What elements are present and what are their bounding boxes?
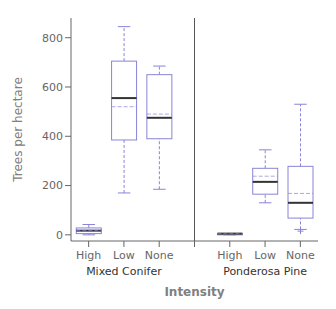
svg-text:High: High bbox=[217, 249, 242, 262]
svg-text:200: 200 bbox=[42, 179, 63, 192]
svg-text:800: 800 bbox=[42, 32, 63, 45]
svg-text:400: 400 bbox=[42, 130, 63, 143]
svg-text:600: 600 bbox=[42, 81, 63, 94]
svg-text:None: None bbox=[145, 249, 174, 262]
svg-text:None: None bbox=[286, 249, 315, 262]
svg-text:Ponderosa Pine: Ponderosa Pine bbox=[223, 265, 307, 278]
svg-text:Intensity: Intensity bbox=[164, 285, 224, 299]
svg-text:Low: Low bbox=[113, 249, 135, 262]
svg-text:High: High bbox=[76, 249, 101, 262]
svg-text:Mixed Conifer: Mixed Conifer bbox=[86, 265, 162, 278]
svg-text:Low: Low bbox=[254, 249, 276, 262]
svg-text:Trees per hectare: Trees per hectare bbox=[11, 77, 25, 183]
svg-text:0: 0 bbox=[56, 229, 63, 242]
